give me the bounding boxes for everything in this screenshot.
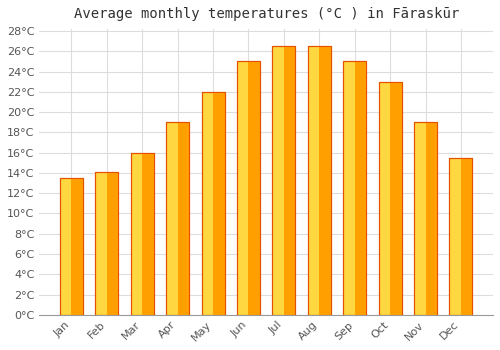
Bar [343, 62, 366, 315]
Bar [202, 92, 224, 315]
Bar [237, 62, 260, 315]
Bar [237, 62, 260, 315]
Bar [378, 82, 402, 315]
Bar [107, 172, 118, 315]
Bar [343, 62, 366, 315]
Title: Average monthly temperatures (°C ) in Fāraskūr: Average monthly temperatures (°C ) in Fā… [74, 7, 459, 21]
Bar [450, 158, 472, 315]
Bar [461, 158, 472, 315]
Bar [96, 172, 118, 315]
Bar [60, 178, 83, 315]
Bar [248, 62, 260, 315]
Bar [284, 46, 296, 315]
Bar [390, 82, 402, 315]
Bar [272, 46, 295, 315]
Bar [426, 122, 437, 315]
Bar [72, 178, 83, 315]
Bar [166, 122, 189, 315]
Bar [378, 82, 402, 315]
Bar [272, 46, 295, 315]
Bar [308, 46, 331, 315]
Bar [130, 153, 154, 315]
Bar [130, 153, 154, 315]
Bar [213, 92, 224, 315]
Bar [414, 122, 437, 315]
Bar [166, 122, 189, 315]
Bar [320, 46, 331, 315]
Bar [142, 153, 154, 315]
Bar [60, 178, 83, 315]
Bar [414, 122, 437, 315]
Bar [178, 122, 189, 315]
Bar [450, 158, 472, 315]
Bar [308, 46, 331, 315]
Bar [354, 62, 366, 315]
Bar [96, 172, 118, 315]
Bar [202, 92, 224, 315]
